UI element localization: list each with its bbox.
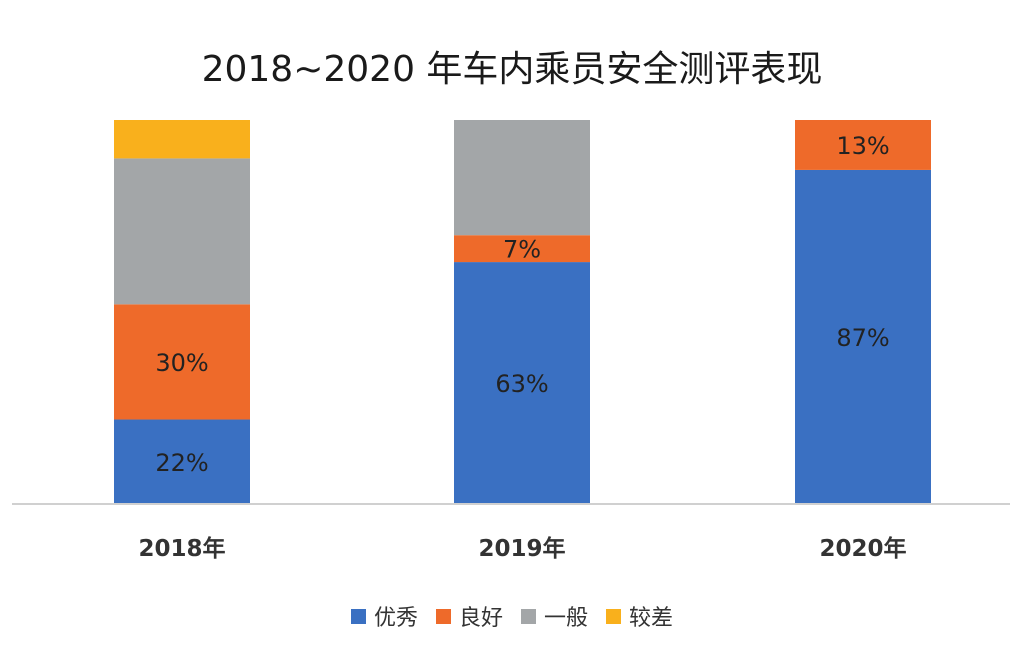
legend-swatch-4 — [606, 608, 622, 624]
x-tick-label-2: 2019年 — [478, 535, 565, 562]
data-label-1-1: 22% — [155, 449, 208, 477]
x-tick-label-3: 2020年 — [819, 535, 906, 562]
legend-item-2: 良好 — [435, 600, 503, 632]
data-label-2-2: 7% — [503, 236, 541, 264]
data-label-3-1: 87% — [836, 324, 889, 352]
bar-segment-3-2 — [795, 120, 931, 170]
legend-swatch-2 — [435, 608, 451, 624]
bar-segment-1-2 — [114, 304, 250, 420]
legend-swatch-1 — [350, 608, 366, 624]
legend-swatch-3 — [521, 608, 536, 624]
bar-segment-1-4 — [114, 120, 250, 159]
bar-segment-3-1 — [795, 169, 931, 505]
legend-label-1: 优秀 — [373, 606, 418, 631]
bar-segment-2-1 — [454, 262, 590, 504]
bar-segment-1-3 — [114, 158, 250, 305]
data-label-2-1: 63% — [495, 370, 548, 398]
legend-item-3: 一般 — [521, 600, 588, 632]
legend-item-4: 较差 — [606, 600, 673, 632]
legend-label-4: 较差 — [629, 606, 674, 631]
legend-label-2: 良好 — [458, 606, 503, 631]
data-label-3-2: 13% — [836, 132, 889, 160]
chart-title: 2018~2020 年车内乘员安全测评表现 — [201, 49, 823, 90]
bar-segment-2-3 — [454, 120, 590, 236]
bar-segment-2-2 — [454, 235, 590, 263]
data-label-1-2: 30% — [155, 349, 208, 377]
x-tick-label-1: 2018年 — [138, 535, 225, 562]
legend-label-3: 一般 — [544, 606, 589, 631]
bar-segment-1-1 — [114, 419, 250, 504]
legend: 优秀 良好 一般 较差 — [0, 600, 1024, 632]
legend-item-1: 优秀 — [350, 600, 418, 632]
